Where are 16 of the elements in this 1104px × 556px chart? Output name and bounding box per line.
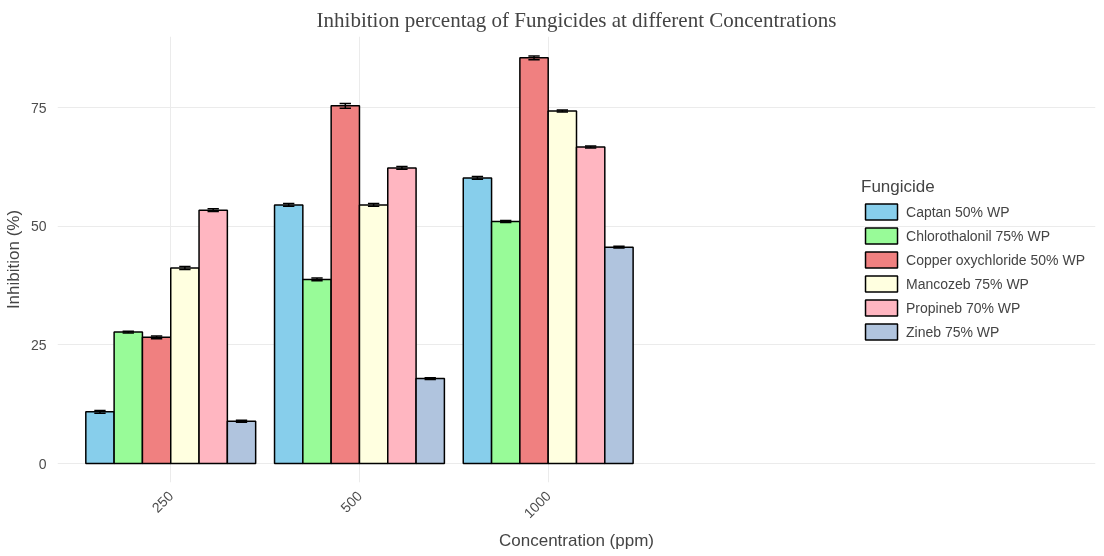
y-tick-label: 25 — [30, 336, 47, 353]
legend-label: Zineb 75% WP — [906, 323, 1000, 340]
legend-title: Fungicide — [861, 176, 936, 197]
y-axis-title: Inhibition (%) — [3, 209, 23, 310]
legend-label: Chlorothalonil 75% WP — [906, 227, 1050, 244]
legend-label: Captan 50% WP — [906, 203, 1010, 220]
x-tick-label: 500 — [337, 487, 366, 516]
x-axis-title: Concentration (ppm) — [499, 530, 654, 550]
legend-label: Propineb 70% WP — [906, 299, 1021, 316]
legend-label: Copper oxychloride 50% WP — [906, 251, 1085, 268]
y-tick-label: 0 — [38, 455, 47, 472]
chart-title: Inhibition percentag of Fungicides at different Concentrations — [316, 7, 837, 32]
y-tick-label: 50 — [30, 218, 47, 235]
y-tick-label: 75 — [30, 99, 47, 116]
x-tick-label: 250 — [148, 487, 177, 516]
legend-label: Mancozeb 75% WP — [906, 275, 1029, 292]
